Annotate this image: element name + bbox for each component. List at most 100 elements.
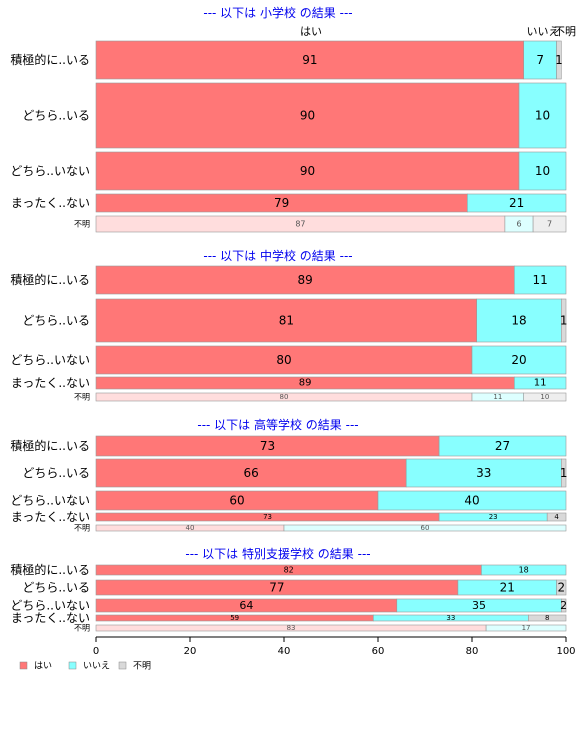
bar-row: まったく..ない 59 33 8 [11,611,567,625]
row-label: どちら..いる [22,109,90,123]
section-title: --- 以下は 小学校 の結果 --- [203,5,352,20]
data-label-yes: 90 [300,109,315,123]
bar-segment-no [283,524,567,532]
bar-row: 不明 87 6 7 [74,215,567,233]
row-label: どちら..いる [22,314,90,328]
data-label-no: 11 [533,273,548,287]
data-label-no: 11 [534,378,547,389]
bar-row: どちら..いる 90 10 [22,82,567,149]
data-label-yes: 59 [230,614,239,622]
section: --- 以下は 特別支援学校 の結果 ---積極的に..いる 82 18どちら..い… [10,546,567,633]
section: --- 以下は 中学校 の結果 --- 積極的に..いる 89 11 どちら..いる 81… [10,248,567,402]
x-tick-label: 20 [184,646,197,657]
data-label-no: 20 [511,353,526,367]
column-header-yes: はい [300,25,322,38]
data-label-yes: 90 [300,164,315,178]
data-label-no: 60 [421,524,430,532]
bar-row: どちら..いない 64 35 2 [10,599,567,613]
data-label-no: 21 [509,196,524,210]
bar-segment-no [471,345,567,375]
legend-label-yes: はい [34,661,52,672]
bar-row: まったく..ない 89 11 [11,376,567,390]
row-label: どちら..いる [22,581,90,595]
section-title: --- 以下は 中学校 の結果 --- [203,248,352,263]
data-label-unknown: 1 [560,466,568,480]
data-label-no: 33 [446,614,455,622]
data-label-no: 10 [535,164,550,178]
bar-row: 積極的に..いる 82 18 [10,562,567,577]
bar-row: どちら..いない 80 20 [10,345,567,375]
x-tick-label: 100 [556,646,575,657]
bar-segment-yes [95,298,478,343]
row-label: どちら..いる [22,466,90,480]
row-label: 不明 [74,220,90,229]
bar-segment-unknown [556,579,567,596]
bar-segment-no [513,376,567,390]
data-label-unknown: 2 [560,599,567,612]
data-label-yes: 83 [287,624,296,632]
legend-swatch-yes [19,661,28,670]
x-axis: 0 20 40 60 80 100 [93,636,576,657]
section: --- 以下は 高等学校 の結果 --- 積極的に..いる 73 27 どちら..いる 6… [10,417,567,533]
bar-segment-unknown [528,614,567,622]
bar-segment-unknown [546,512,567,522]
data-label-yes: 80 [276,353,291,367]
data-label-no: 33 [476,466,491,480]
row-label: 不明 [74,393,90,402]
bar-row: 不明 83 17 [74,624,567,633]
data-label-no: 10 [535,109,550,123]
data-label-yes: 80 [280,393,289,401]
data-label-unknown: 8 [545,614,549,622]
data-label-yes: 87 [295,220,305,229]
x-tick-label: 0 [93,646,99,657]
bar-segment-no [518,151,567,191]
data-label-no: 6 [516,220,521,229]
row-label: まったく..ない [11,611,90,625]
bar-segment-no [405,458,562,488]
data-label-yes: 40 [186,524,195,532]
column-header-no: いいえ [527,25,560,38]
bar-row: どちら..いない 90 10 [10,151,567,191]
row-label: 積極的に..いる [10,272,90,287]
x-tick-label: 60 [372,646,385,657]
data-label-no: 21 [500,581,515,595]
x-tick-label: 80 [466,646,479,657]
row-label: まったく..ない [11,510,90,524]
data-label-unknown: 7 [547,220,552,229]
data-label-yes: 66 [243,466,258,480]
row-label: どちら..いない [10,353,90,367]
data-label-no: 27 [495,439,510,453]
data-label-unknown: 2 [557,581,565,595]
bar-segment-no [518,82,567,149]
legend-swatch-no [68,661,77,670]
bar-segment-no [523,40,557,80]
section-title: --- 以下は 高等学校 の結果 --- [197,417,358,432]
bar-row: まったく..ない 73 23 4 [11,510,567,524]
bar-segment-unknown [532,215,567,233]
bar-segment-no [438,435,567,457]
bar-segment-yes [95,40,525,80]
data-label-yes: 73 [263,513,272,521]
row-label: 積極的に..いる [10,562,90,577]
data-label-no: 18 [519,566,529,575]
data-label-yes: 91 [302,53,317,67]
data-label-no: 11 [493,393,502,401]
legend-label-unknown: 不明 [133,661,151,672]
row-label: どちら..いない [10,494,90,508]
data-label-no: 17 [522,624,531,632]
bar-segment-yes [95,345,473,375]
data-label-yes: 64 [239,599,253,612]
bar-segment-unknown [560,298,567,343]
bar-segment-no [485,624,567,632]
data-label-yes: 60 [229,494,244,508]
bar-row: どちら..いる 66 33 1 [22,458,568,488]
data-label-yes: 79 [274,196,289,210]
data-label-yes: 89 [299,378,312,389]
bar-segment-no [377,490,567,511]
bar-row: 積極的に..いる 73 27 [10,435,567,457]
row-label: まったく..ない [11,376,90,390]
legend-label-no: いいえ [83,661,110,672]
data-label-yes: 73 [260,439,275,453]
legend: はい いいえ 不明 [19,661,151,672]
bar-segment-unknown [556,40,562,80]
